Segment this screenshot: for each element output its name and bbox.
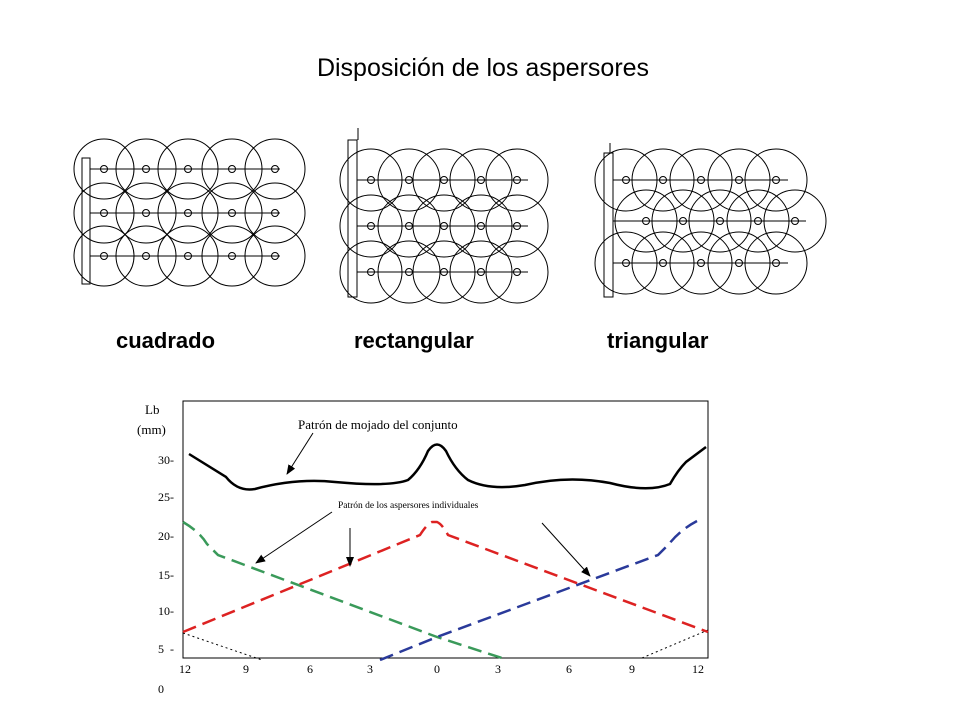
x-tick-3-right: 3: [495, 662, 501, 676]
rectangular-lateral-pipe: [347, 139, 358, 298]
annotation-individual-patterns: Patrón de los aspersores individuales: [338, 501, 479, 511]
y-axis-label-line2: (mm): [137, 422, 166, 437]
annotation-arrows: [255, 432, 591, 577]
y-tick-0: 0: [158, 682, 164, 696]
chart-frame: [182, 400, 709, 659]
x-tick-6-right: 6: [566, 662, 572, 676]
square-lateral-pipe: [81, 157, 91, 285]
x-tick-12-left: 12: [179, 662, 191, 676]
triangular-lateral-pipe: [603, 152, 614, 298]
x-tick-6-left: 6: [307, 662, 313, 676]
label-triangular: triangular: [607, 328, 709, 353]
blue-sprinkler-pattern: [379, 519, 698, 662]
arrow-to-green: [255, 511, 333, 564]
arrow-to-blue: [541, 522, 591, 577]
y-tick-5: 5 -: [158, 642, 174, 656]
x-tick-12-right: 12: [692, 662, 704, 676]
x-tick-3-left: 3: [367, 662, 373, 676]
y-tick-25: 25-: [158, 490, 174, 504]
label-square: cuadrado: [116, 328, 215, 353]
right-outer-tail: [641, 629, 709, 659]
rectangular-sprinklers: [367, 176, 521, 276]
rectangular-lines: [357, 179, 528, 273]
green-sprinkler-pattern: [182, 520, 509, 662]
y-tick-30: 30-: [158, 453, 174, 467]
left-outer-tail: [182, 632, 263, 661]
triangular-layout: [594, 143, 827, 298]
square-sprinklers: [100, 165, 279, 260]
y-axis-ticks: 30- 25- 20- 15- 10- 5 - 0: [158, 453, 174, 696]
triangular-sprinklers: [622, 176, 799, 267]
page-title: Disposición de los aspersores: [316, 54, 650, 82]
y-tick-20: 20-: [158, 529, 174, 543]
triangular-lines: [613, 179, 806, 264]
arrow-to-combined: [286, 432, 314, 475]
y-tick-15: 15-: [158, 568, 174, 582]
label-rectangular: rectangular: [354, 328, 474, 353]
annotation-combined-pattern: Patrón de mojado del conjunto: [298, 417, 458, 432]
red-sprinkler-pattern: [182, 520, 709, 634]
x-tick-9-left: 9: [243, 662, 249, 676]
y-axis-label-line1: Lb: [145, 402, 159, 417]
x-tick-9-right: 9: [629, 662, 635, 676]
combined-wetting-pattern: [188, 443, 707, 491]
wetting-chart: Lb (mm) 30- 25- 20- 15- 10- 5 - 0 12 9 6…: [137, 400, 709, 696]
x-axis-ticks: 12 9 6 3 0 3 6 9 12: [179, 662, 704, 676]
x-tick-0: 0: [434, 662, 440, 676]
rectangular-layout: [339, 128, 549, 304]
y-tick-10: 10-: [158, 604, 174, 618]
square-layout: [73, 138, 306, 287]
